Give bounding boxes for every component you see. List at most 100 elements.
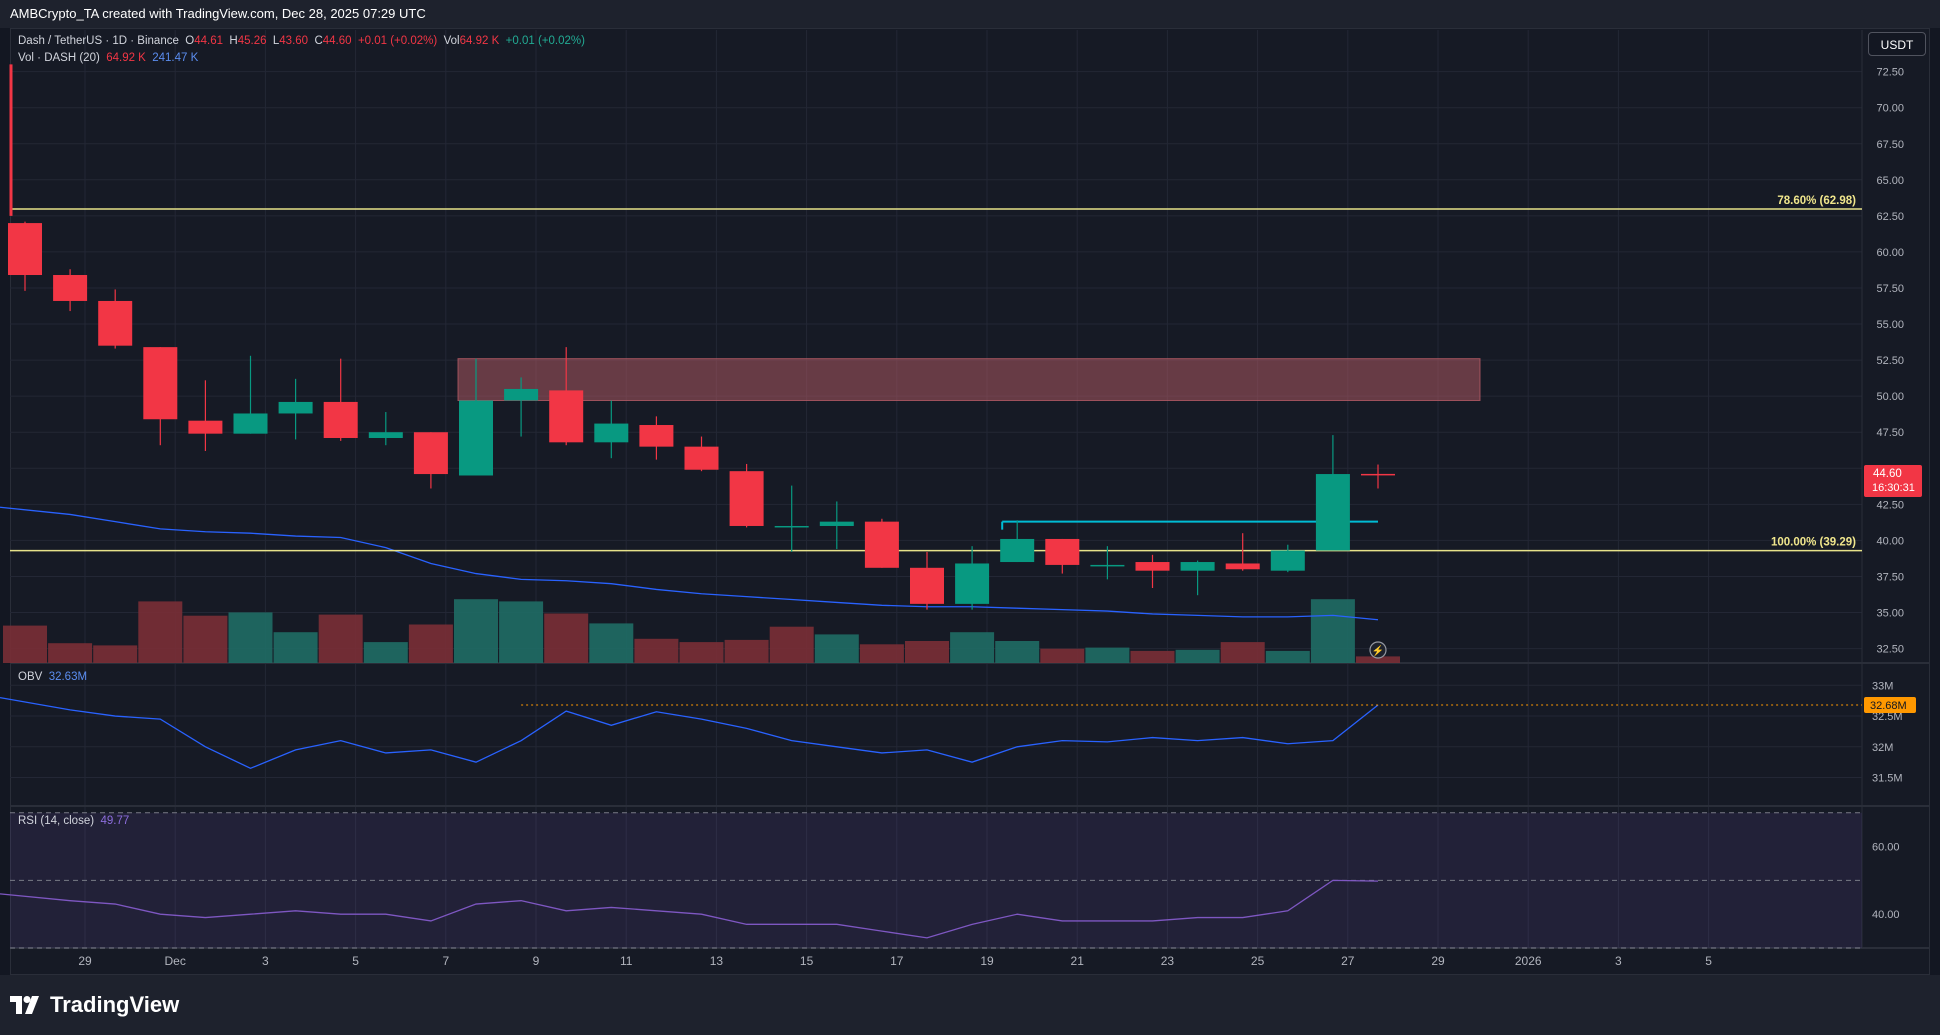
candle-body <box>684 446 719 470</box>
rsi-indicator-name[interactable]: RSI (14, close) <box>18 815 95 827</box>
price-tick-label: 62.50 <box>1876 211 1904 223</box>
candle-body <box>278 401 313 414</box>
volume-bar <box>408 624 453 663</box>
volume-ma-line <box>0 506 1379 621</box>
volume-indicator-name[interactable]: Vol · DASH (20) <box>18 52 100 64</box>
price-tick-label: 65.00 <box>1876 175 1904 187</box>
x-tick-label: 17 <box>890 954 904 968</box>
obv-line <box>0 696 1379 770</box>
x-tick-label: 7 <box>442 954 449 968</box>
vol-label: Vol <box>443 35 460 47</box>
price-tick-label: 47.50 <box>1876 427 1904 439</box>
volume-legend: Vol · DASH (20) 64.92 K 241.47 K <box>18 52 198 64</box>
resistance-zone <box>457 358 1481 401</box>
rsi-line <box>0 879 1379 939</box>
candle-body <box>1361 473 1395 476</box>
candle-body <box>819 521 854 526</box>
obv-value-label <box>1864 696 1916 713</box>
x-tick-label: 3 <box>1615 954 1622 968</box>
volume-bar <box>724 639 769 663</box>
currency-button[interactable]: USDT <box>1868 32 1926 56</box>
x-tick-label: 25 <box>1251 954 1265 968</box>
price-countdown: 16:30:31 <box>1872 482 1915 494</box>
candle-body <box>1315 474 1350 551</box>
obv-tick-label: 33M <box>1872 680 1893 692</box>
candle-body <box>1135 562 1170 571</box>
x-tick-label: 19 <box>980 954 994 968</box>
candle-body <box>1090 564 1125 567</box>
price-tick-label: 42.50 <box>1876 499 1904 511</box>
candle-body <box>955 563 990 604</box>
volume-bar <box>93 645 138 663</box>
x-tick-label: 21 <box>1071 954 1085 968</box>
tradingview-logo[interactable]: TradingView <box>10 992 179 1018</box>
price-tick-label: 72.50 <box>1876 67 1904 79</box>
close-label: C <box>314 35 323 47</box>
volume-bar <box>318 614 363 663</box>
x-tick-label: 5 <box>352 954 359 968</box>
rsi-band <box>10 812 1862 948</box>
current-price-label <box>1864 465 1922 498</box>
tradingview-logo-icon <box>10 996 39 1014</box>
x-tick-label: 13 <box>710 954 724 968</box>
price-tick-label: 67.50 <box>1876 139 1904 151</box>
candle-body <box>459 400 493 476</box>
x-tick-label: Dec <box>165 954 186 968</box>
volume-indicator-value: 64.92 K <box>106 52 146 64</box>
price-tick-label: 37.50 <box>1876 571 1904 583</box>
volume-bar <box>1130 650 1175 663</box>
candle-body <box>233 413 268 434</box>
fib-level-label: 100.00% (39.29) <box>1771 537 1856 549</box>
candle-body <box>864 521 899 568</box>
volume-bar <box>1310 599 1355 663</box>
volume-bar <box>1040 648 1085 663</box>
volume-bar <box>769 626 814 663</box>
price-tick-label: 52.50 <box>1876 355 1904 367</box>
obv-tick-label: 31.5M <box>1872 773 1903 785</box>
x-tick-label: 15 <box>800 954 814 968</box>
candle-body <box>53 275 88 301</box>
vol-change-value: +0.01 (+0.02%) <box>505 35 585 47</box>
candle-body <box>504 388 539 401</box>
candle-body <box>1180 562 1215 571</box>
volume-bar <box>3 625 47 663</box>
price-tick-label: 55.00 <box>1876 319 1904 331</box>
change-value: +0.01 (+0.02%) <box>357 35 438 47</box>
volume-bar <box>273 632 318 663</box>
rsi-legend: RSI (14, close) 49.77 <box>18 815 129 827</box>
volume-bar <box>589 623 634 663</box>
candle-body <box>98 300 133 346</box>
candle-body <box>910 567 944 604</box>
volume-bar <box>544 613 589 663</box>
attribution-bar: AMBCrypto_TA created with TradingView.co… <box>0 0 1940 28</box>
price-tick-label: 40.00 <box>1876 535 1904 547</box>
chart-frame <box>10 28 1930 975</box>
tradingview-wordmark: TradingView <box>50 992 180 1017</box>
candle-body <box>368 432 403 438</box>
obv-indicator-name[interactable]: OBV <box>18 671 43 683</box>
candle-body <box>323 401 358 438</box>
volume-bar <box>1265 650 1310 663</box>
candle-body <box>729 471 764 526</box>
volume-bar <box>679 642 724 663</box>
candle-body <box>143 347 178 420</box>
volume-bar <box>1356 656 1400 663</box>
lightning-icon-glyph: ⚡ <box>1372 644 1384 657</box>
x-tick-label: 3 <box>262 954 269 968</box>
price-tick-label: 35.00 <box>1876 608 1904 620</box>
candle-body <box>188 420 223 434</box>
x-tick-label: 9 <box>533 954 540 968</box>
price-tick-label: 70.00 <box>1876 103 1904 115</box>
candle-body <box>413 432 448 475</box>
volume-bar <box>183 615 228 663</box>
obv-tick-label: 32.5M <box>1872 711 1903 723</box>
obv-value-text: 32.68M <box>1870 700 1907 712</box>
obv-legend: OBV 32.63M <box>18 671 87 683</box>
price-tick-label: 50.00 <box>1876 391 1904 403</box>
obv-tick-label: 32M <box>1872 742 1893 754</box>
volume-bar <box>859 644 904 663</box>
candle-body <box>639 425 674 447</box>
symbol-name[interactable]: Dash / TetherUS · 1D · Binance <box>18 35 179 47</box>
low-value: 43.60 <box>279 35 309 47</box>
